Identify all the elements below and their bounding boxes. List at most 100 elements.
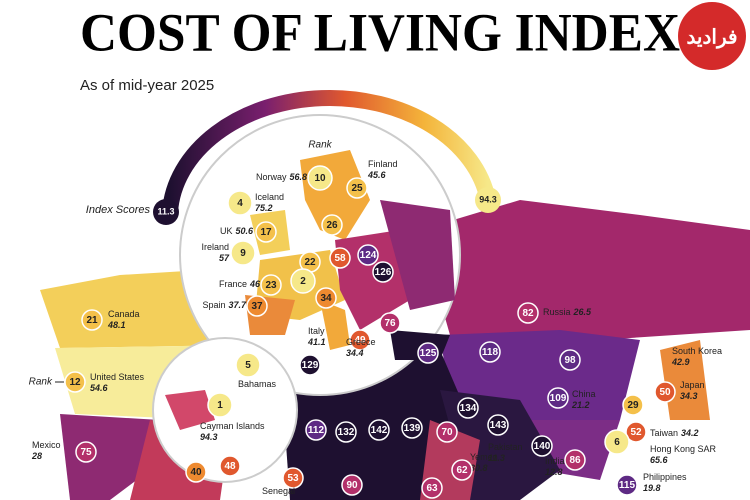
rank-badge [185,461,207,483]
rank-badge [436,421,458,443]
rank-number: 109 [550,393,567,404]
title: COST OF LIVING INDEX [80,2,680,62]
country-name: Mexico [32,440,61,450]
country-score: 28 [31,451,42,461]
rank-badge [622,394,644,416]
country-name: India [545,456,565,466]
country-score: 45.6 [367,170,387,180]
rank-badge [305,419,327,441]
rank-number: 143 [490,420,507,431]
rank-badge [625,421,647,443]
rank-number: 6 [614,437,620,448]
country-score: 37.7 [228,300,247,310]
rank-badge [255,221,277,243]
rank-number: 22 [304,257,316,268]
rank-badge [417,342,439,364]
rank-badge [349,329,371,351]
rank-number: 37 [251,301,263,312]
country-name: Philippines [643,472,687,482]
rank-number: 70 [441,427,453,438]
rank-badge [604,429,630,455]
country-label: Spain 37.7 [202,300,247,310]
rank-badge [357,244,379,266]
rank-label: Rank [29,377,53,388]
rank-number: 1 [217,400,223,411]
country-score: 94.3 [200,432,218,442]
rank-badge [227,190,253,216]
country-score: 30.8 [470,463,488,473]
country-name: Ireland [201,242,229,252]
country-name: Canada [108,309,140,319]
rank-number: 98 [564,355,576,366]
rank-number: 52 [630,427,642,438]
rank-number: 124 [360,250,377,261]
rank-badge [517,302,539,324]
country-name: Iceland [255,192,284,202]
country-label: Philippines 19.8 [643,472,687,493]
rank-number: 40 [190,467,202,478]
country-label: France 46 [219,279,261,289]
rank-badge [616,474,638,496]
legend-max-badge [475,187,501,213]
rank-badge [559,349,581,371]
country-score: 26.5 [573,307,593,317]
rank-number: 10 [314,173,326,184]
rank-number: 115 [619,480,636,491]
country-name: Japan [680,380,705,390]
rank-number: 23 [265,280,277,291]
rank-number: 53 [287,473,299,484]
country-name: Finland [368,159,398,169]
rank-number: 63 [426,483,438,494]
rank-badge [329,247,351,269]
rank-number: 139 [404,423,421,434]
country-score: 34.3 [680,391,698,401]
rank-number: 48 [224,461,236,472]
subtitle: As of mid-year 2025 [80,77,214,94]
country-score: 57 [219,253,230,263]
rank-number: 25 [351,183,363,194]
rank-number: 126 [375,267,392,278]
rank-number: 129 [302,360,319,371]
rank-badge [315,287,337,309]
country-label: Norway 56.8 [256,172,307,182]
rank-number: 86 [569,455,581,466]
country-score: 65.6 [650,455,669,465]
country-score: 42.9 [671,357,690,367]
country-name: Cayman Islands [200,421,265,431]
rank-badge [321,214,343,236]
country-score: 34.4 [346,348,364,358]
rank-badge [531,435,553,457]
country-score: 12.8 [545,467,563,477]
country-name: Greece [346,337,376,347]
country-label: South Korea 42.9 [671,346,722,367]
rank-badge [401,417,423,439]
rank-badge [335,421,357,443]
country-score: 34.2 [681,428,699,438]
rank-badge [372,261,394,283]
rank-badge [282,467,304,489]
country-name: Spain [202,300,225,310]
country-name: France [219,279,247,289]
rank-badge [346,177,368,199]
country-score: 11.3 [488,453,505,463]
legend-label: Index Scores [86,204,151,216]
rank-badge [564,449,586,471]
watermark-badge [678,2,746,70]
watermark: فرادید [686,26,737,49]
rank-badge [260,274,282,296]
country-score: 41.1 [307,337,326,347]
country-score: 75.2 [255,203,273,213]
rank-number: 34 [320,293,332,304]
rank-badge [230,240,256,266]
country-label: United States 54.6 [90,372,145,393]
rank-number: 62 [456,465,468,476]
country-score: 46 [249,279,261,289]
rank-number: 50 [659,387,671,398]
country-label: Japan 34.3 [680,380,705,401]
rank-badge [75,441,97,463]
rank-number: 49 [354,335,366,346]
rank-badge [379,312,401,334]
rank-badge [421,477,443,499]
rank-number: 58 [334,253,346,264]
country-label: Hong Kong SAR 65.6 [650,444,717,465]
